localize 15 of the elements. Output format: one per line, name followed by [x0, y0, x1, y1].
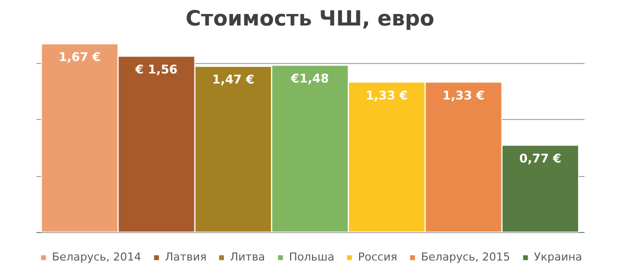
- data-label: € 1,56: [134, 62, 178, 76]
- data-label: 1,47 €: [212, 72, 254, 87]
- legend-label: Беларусь, 2014: [52, 250, 142, 264]
- legend-label: Латвия: [165, 250, 207, 264]
- data-label: 1,33 €: [442, 88, 485, 102]
- legend-label: Беларусь, 2015: [421, 250, 510, 264]
- chart-title: Стоимость ЧШ, евро: [186, 6, 434, 31]
- legend-label: Россия: [358, 250, 398, 264]
- legend-label: Литва: [230, 250, 266, 264]
- data-label: 0,77 €: [519, 151, 562, 166]
- data-label: 1,33 €: [366, 88, 408, 102]
- legend-label: Польша: [289, 250, 334, 264]
- data-label: €1,48: [290, 71, 329, 86]
- data-label: 1,67 €: [58, 50, 101, 64]
- legend-label: Украина: [534, 250, 582, 264]
